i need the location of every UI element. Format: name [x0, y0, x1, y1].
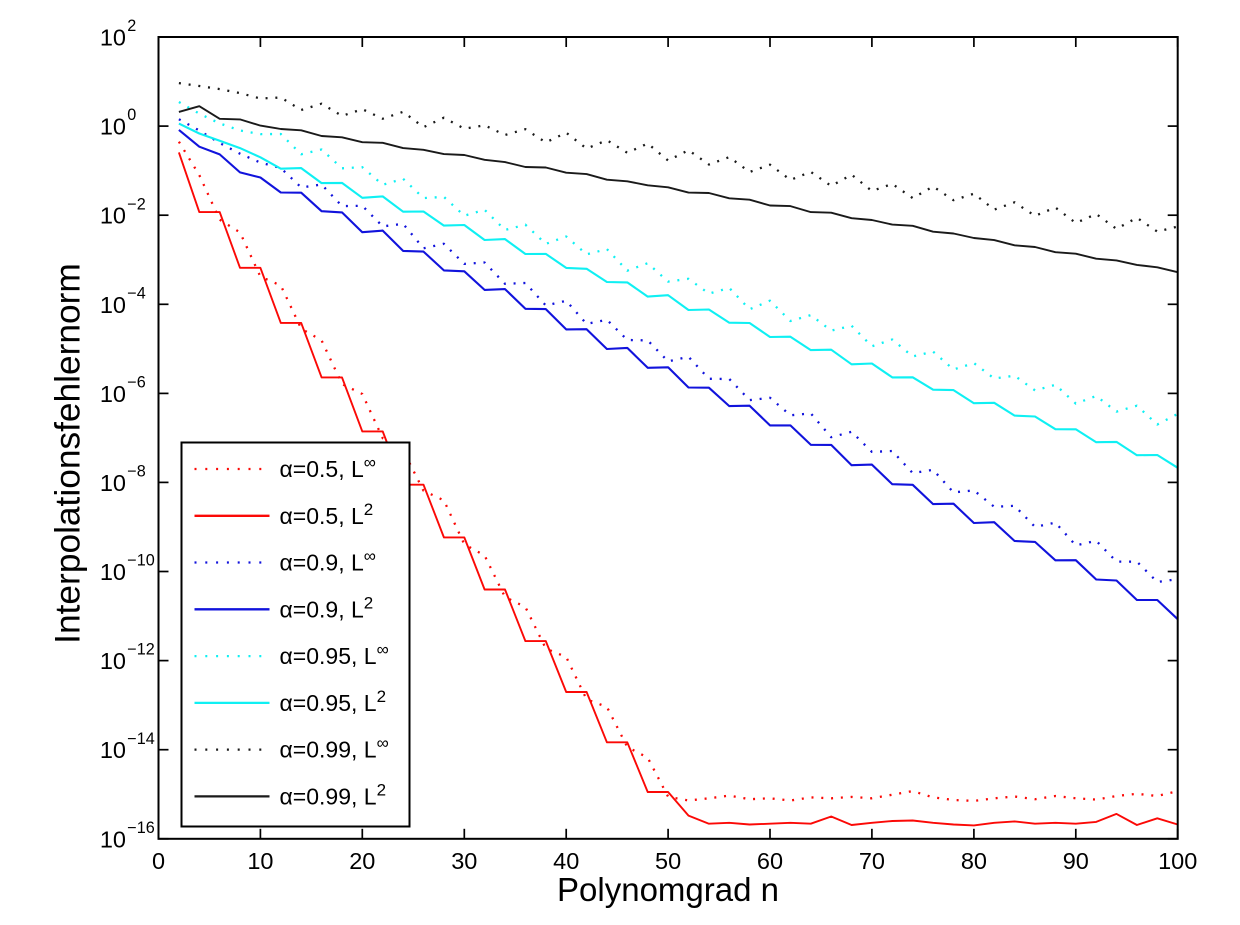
- svg-text:10: 10: [100, 114, 126, 140]
- svg-text:30: 30: [451, 848, 477, 874]
- svg-text:10: 10: [100, 648, 126, 674]
- svg-text:α=0.99, L∞: α=0.99, L∞: [280, 734, 389, 763]
- svg-text:10: 10: [100, 737, 126, 763]
- svg-text:100: 100: [1158, 848, 1197, 874]
- svg-text:α=0.5, L∞: α=0.5, L∞: [280, 453, 376, 482]
- svg-text:−4: −4: [127, 284, 145, 302]
- svg-text:10: 10: [247, 848, 273, 874]
- svg-text:−8: −8: [127, 463, 145, 481]
- svg-text:10: 10: [100, 203, 126, 229]
- svg-text:−2: −2: [127, 195, 145, 213]
- svg-text:2: 2: [127, 17, 136, 35]
- svg-text:α=0.9, L2: α=0.9, L2: [280, 593, 374, 622]
- svg-text:Interpolationsfehlernorm: Interpolationsfehlernorm: [49, 263, 88, 644]
- svg-text:60: 60: [757, 848, 783, 874]
- svg-text:Polynomgrad n: Polynomgrad n: [557, 871, 779, 908]
- svg-text:α=0.95, L∞: α=0.95, L∞: [280, 640, 389, 669]
- svg-text:−10: −10: [127, 552, 154, 570]
- svg-text:80: 80: [961, 848, 987, 874]
- svg-text:α=0.99, L2: α=0.99, L2: [280, 780, 387, 809]
- svg-text:10: 10: [100, 381, 126, 407]
- svg-text:10: 10: [100, 292, 126, 318]
- svg-text:10: 10: [100, 25, 126, 51]
- svg-text:α=0.9, L∞: α=0.9, L∞: [280, 547, 376, 576]
- svg-text:α=0.95, L2: α=0.95, L2: [280, 687, 387, 716]
- svg-text:α=0.5, L2: α=0.5, L2: [280, 500, 374, 529]
- svg-text:−16: −16: [127, 819, 154, 837]
- svg-text:−12: −12: [127, 641, 154, 659]
- svg-text:−6: −6: [127, 374, 145, 392]
- svg-text:90: 90: [1063, 848, 1089, 874]
- svg-text:20: 20: [349, 848, 375, 874]
- svg-text:50: 50: [655, 848, 681, 874]
- svg-text:−14: −14: [127, 730, 154, 748]
- svg-text:10: 10: [100, 470, 126, 496]
- svg-text:10: 10: [100, 826, 126, 852]
- svg-text:0: 0: [152, 848, 165, 874]
- svg-text:10: 10: [100, 559, 126, 585]
- svg-text:0: 0: [127, 106, 136, 124]
- svg-text:40: 40: [553, 848, 579, 874]
- svg-text:70: 70: [859, 848, 885, 874]
